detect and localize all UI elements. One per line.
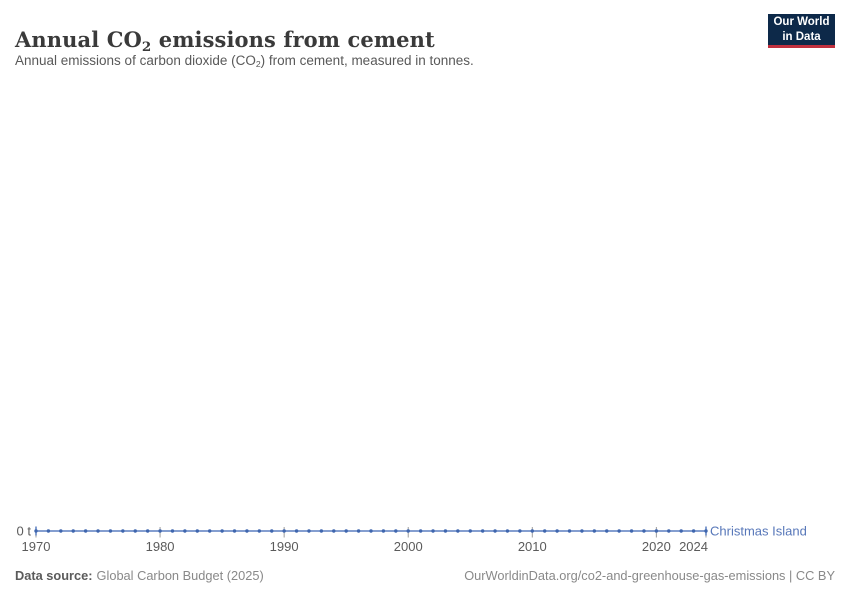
data-point — [319, 529, 324, 533]
data-point — [307, 529, 311, 533]
data-point — [543, 529, 547, 533]
data-point — [555, 529, 559, 533]
chart-title-subscript: 2 — [141, 38, 152, 55]
x-axis-tick-label: 1990 — [270, 539, 299, 554]
data-point — [344, 529, 348, 533]
x-axis-tick-label: 2000 — [394, 539, 423, 554]
y-axis-zero-label: 0 t — [17, 524, 32, 539]
data-point — [468, 529, 472, 533]
data-source-label: Data source: — [15, 568, 93, 583]
data-point — [294, 529, 299, 533]
data-point — [691, 529, 696, 533]
data-point — [257, 529, 262, 533]
data-point — [59, 529, 63, 533]
data-point — [605, 529, 609, 533]
data-point — [667, 529, 671, 533]
data-point — [108, 529, 113, 533]
data-point — [629, 529, 634, 533]
data-point — [170, 529, 175, 533]
x-axis-tick-label: 1980 — [146, 539, 175, 554]
series-entity-label[interactable]: Christmas Island — [710, 524, 807, 539]
data-point — [121, 529, 125, 533]
data-point — [493, 529, 497, 533]
data-point — [195, 529, 199, 533]
data-point — [679, 529, 683, 533]
data-point — [282, 529, 286, 533]
chart-footer: Data source: Global Carbon Budget (2025) … — [15, 568, 835, 583]
data-point — [381, 529, 386, 533]
data-point — [46, 529, 51, 533]
owid-logo-line1: Our World — [773, 16, 830, 29]
data-point — [654, 529, 659, 533]
data-point — [592, 529, 597, 533]
data-point — [418, 529, 423, 533]
chart-subtitle-text: Annual emissions of carbon dioxide (CO — [15, 53, 256, 68]
chart-title-text: Annual CO — [15, 27, 142, 53]
chart-subtitle-text: ) from cement, measured in tonnes. — [260, 53, 474, 68]
owid-logo[interactable]: Our World in Data — [768, 14, 835, 48]
data-point — [220, 529, 224, 533]
data-point — [208, 529, 212, 533]
data-point — [642, 529, 646, 533]
data-point — [530, 529, 534, 533]
data-point — [71, 529, 75, 533]
data-point — [580, 529, 584, 533]
data-point — [406, 529, 410, 533]
data-point — [704, 529, 708, 533]
data-point — [505, 529, 510, 533]
x-axis-tick-label: 1970 — [22, 539, 51, 554]
chart-subtitle: Annual emissions of carbon dioxide (CO2)… — [15, 53, 474, 70]
data-point — [183, 529, 187, 533]
owid-logo-line2: in Data — [782, 30, 821, 43]
x-axis-tick-label: 2010 — [518, 539, 547, 554]
data-point — [617, 529, 621, 533]
data-point — [394, 529, 398, 533]
plot-area: 1970 1980 1990 2000 2010 2020 2024 0 t Christmas… — [17, 524, 807, 555]
data-point — [96, 529, 100, 533]
data-point — [83, 529, 88, 533]
data-point — [232, 529, 237, 533]
chart-subtitle-subscript: 2 — [255, 59, 261, 70]
data-point — [480, 529, 485, 533]
footer-citation-link[interactable]: OurWorldinData.org/co2-and-greenhouse-ga… — [464, 568, 835, 583]
data-point — [431, 529, 435, 533]
data-point — [158, 529, 162, 533]
data-source-value: Global Carbon Budget (2025) — [96, 568, 264, 583]
chart-title: Annual CO2 emissions from cement — [15, 27, 435, 55]
data-point — [456, 529, 460, 533]
chart-title-text: emissions from cement — [151, 27, 435, 53]
data-point — [369, 529, 373, 533]
data-point — [567, 529, 572, 533]
data-point — [332, 529, 336, 533]
x-axis-tick-label: 2020 — [642, 539, 671, 554]
data-point — [518, 529, 522, 533]
x-axis-tick-label: 2024 — [679, 539, 708, 554]
data-point — [270, 529, 274, 533]
data-point — [356, 529, 361, 533]
data-point — [245, 529, 249, 533]
data-point — [133, 529, 137, 533]
data-point — [145, 529, 150, 533]
data-source-note: Data source: Global Carbon Budget (2025) — [15, 568, 264, 583]
data-point — [34, 529, 38, 533]
data-point — [443, 529, 448, 533]
